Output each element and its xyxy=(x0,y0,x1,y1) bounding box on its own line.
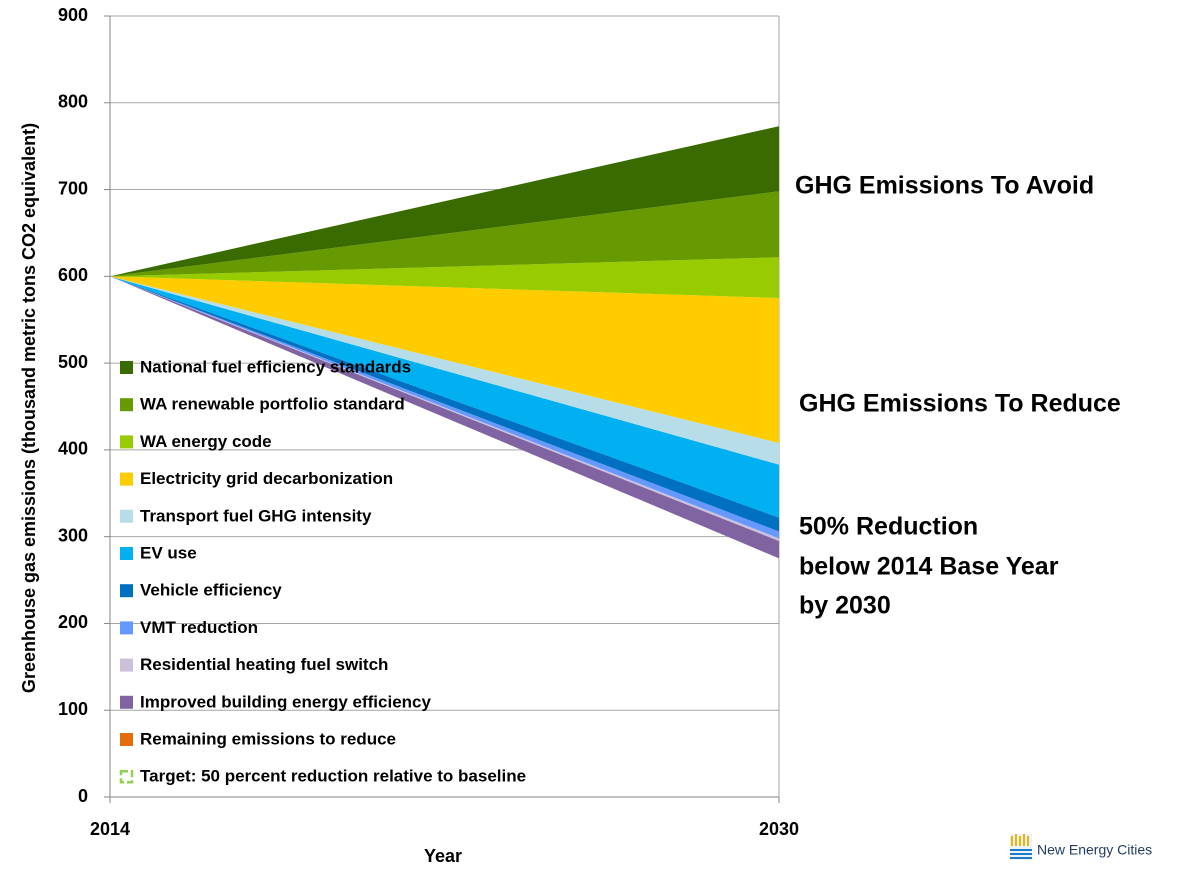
logo-rays xyxy=(1011,834,1029,846)
area xyxy=(110,257,779,299)
y-tick-label: 300 xyxy=(58,525,88,545)
legend-label: Vehicle efficiency xyxy=(140,581,282,600)
legend-label: Target: 50 percent reduction relative to… xyxy=(140,767,526,786)
y-tick-label: 200 xyxy=(58,612,88,632)
logo: New Energy Cities xyxy=(1010,834,1152,860)
legend-marker xyxy=(120,509,133,523)
annotation: below 2014 Base Year xyxy=(799,553,1059,581)
y-tick-label: 600 xyxy=(58,265,88,285)
y-tick-label: 500 xyxy=(58,352,88,372)
logo-text: New Energy Cities xyxy=(1037,842,1152,858)
legend-label: Transport fuel GHG intensity xyxy=(140,506,372,525)
legend-marker xyxy=(120,361,133,374)
areas xyxy=(110,126,779,559)
area xyxy=(110,276,779,465)
legend-label: Improved building energy efficiency xyxy=(140,692,431,711)
legend-marker xyxy=(120,435,133,449)
legend-marker xyxy=(120,733,133,746)
legend-label: National fuel efficiency standards xyxy=(140,357,411,376)
area xyxy=(110,126,779,277)
legend-label: WA energy code xyxy=(140,432,272,451)
annotation: by 2030 xyxy=(799,592,891,620)
y-tick-label: 900 xyxy=(58,5,88,25)
legend-marker xyxy=(120,658,133,672)
legend-label: WA renewable portfolio standard xyxy=(140,395,405,414)
legend-label: Electricity grid decarbonization xyxy=(140,469,393,488)
legend-label: VMT reduction xyxy=(140,618,258,637)
area xyxy=(110,276,779,559)
area xyxy=(110,276,779,518)
legend-marker xyxy=(120,547,133,560)
legend: National fuel efficiency standards WA ren… xyxy=(119,357,526,786)
legend-marker xyxy=(120,398,133,412)
x-tick-label: 2014 xyxy=(90,819,130,839)
y-tick-label: 700 xyxy=(58,178,88,198)
legend-label: Remaining emissions to reduce xyxy=(140,729,396,748)
y-axis-label: Greenhouse gas emissions (thousand metri… xyxy=(19,123,39,693)
legend-marker xyxy=(120,472,133,486)
area xyxy=(110,276,779,542)
legend-marker xyxy=(120,584,133,598)
annotation: GHG Emissions To Avoid xyxy=(795,172,1094,200)
y-tick-label: 0 xyxy=(78,786,88,806)
legend-label: EV use xyxy=(140,543,197,562)
y-tick-label: 100 xyxy=(58,699,88,719)
legend-marker xyxy=(120,621,133,635)
annotation: 50% Reduction xyxy=(799,513,978,541)
area xyxy=(110,276,779,539)
area xyxy=(110,276,779,443)
y-tick-label: 800 xyxy=(58,92,88,112)
x-tick-label: 2030 xyxy=(759,819,799,839)
area xyxy=(110,276,779,532)
y-tick-label: 400 xyxy=(58,439,88,459)
logo-waves xyxy=(1010,849,1032,859)
annotation: GHG Emissions To Reduce xyxy=(799,390,1121,418)
legend-marker xyxy=(120,695,133,709)
legend-marker xyxy=(119,769,134,784)
legend-label: Residential heating fuel switch xyxy=(140,655,388,674)
x-axis-label: Year xyxy=(424,846,462,866)
